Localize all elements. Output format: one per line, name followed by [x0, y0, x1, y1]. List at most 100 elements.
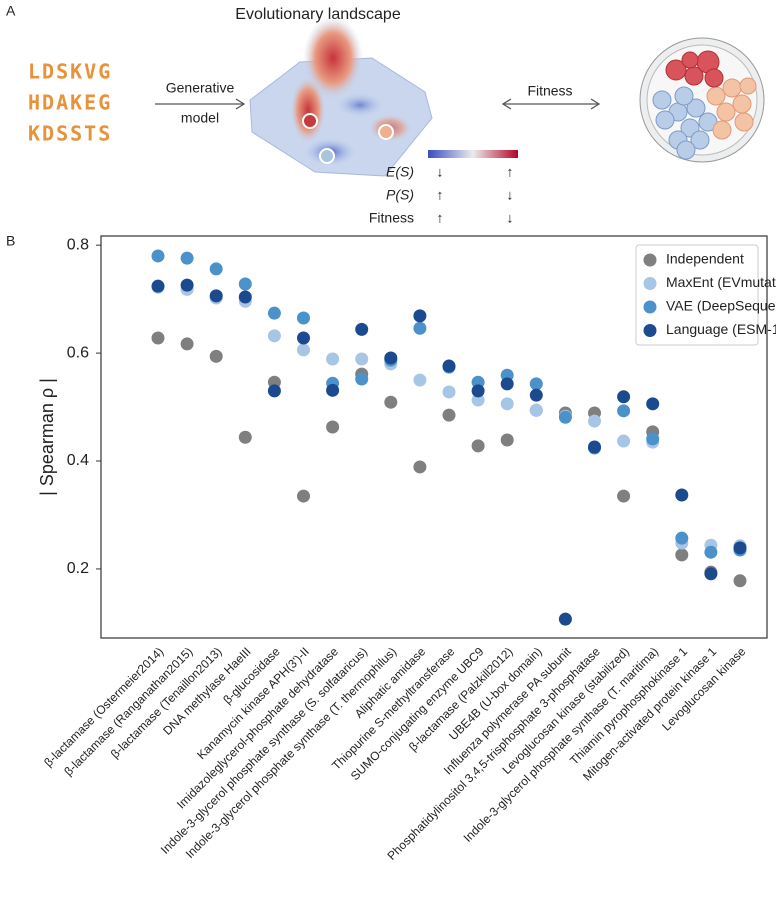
point	[297, 489, 310, 503]
point	[180, 337, 194, 351]
point	[297, 311, 310, 325]
point	[238, 430, 252, 444]
point	[704, 545, 718, 559]
point	[384, 351, 398, 365]
point	[413, 321, 427, 335]
point	[646, 432, 660, 446]
row-arrow: ↑	[437, 210, 444, 226]
legend-box	[635, 244, 759, 346]
row-arrow: ↓	[437, 164, 444, 180]
point	[267, 384, 281, 398]
point	[238, 290, 252, 304]
point	[326, 383, 340, 397]
point	[588, 440, 601, 454]
panel-label: B	[6, 233, 15, 249]
legend-marker	[643, 324, 657, 337]
y-tick-label: 0.6	[67, 344, 89, 361]
point	[529, 388, 543, 402]
panel-label: A	[6, 3, 16, 19]
point	[675, 548, 689, 562]
legend-label: VAE (DeepSequence)	[666, 298, 776, 314]
point	[413, 309, 427, 323]
legend-marker	[643, 300, 657, 314]
point	[471, 393, 485, 407]
point	[355, 322, 369, 336]
arrow-label: Generative	[166, 80, 235, 96]
point	[500, 433, 514, 447]
legend-marker	[643, 277, 657, 290]
petri-dish	[639, 37, 765, 163]
point	[209, 262, 223, 276]
point	[238, 277, 252, 291]
point	[442, 385, 456, 399]
arrow-label: Fitness	[527, 83, 572, 99]
x-tick-label: β-lactamase (Ostermeier2014)	[41, 644, 166, 769]
point	[733, 541, 747, 555]
legend-label: MaxEnt (EVmutation)	[666, 274, 776, 290]
plot-frame	[100, 235, 768, 639]
point	[675, 531, 689, 545]
y-tick-label: 0.2	[67, 560, 89, 577]
landscape-title: Evolutionary landscape	[235, 6, 401, 23]
legend-marker	[643, 253, 657, 267]
row-arrow: ↑	[507, 164, 514, 180]
point	[151, 331, 165, 345]
point	[180, 278, 194, 292]
legend-label: Language (ESM-1v)	[666, 321, 776, 337]
point	[617, 404, 631, 418]
row-label: Fitness	[369, 210, 414, 226]
point	[500, 377, 514, 391]
row-label: E(S)	[386, 164, 414, 180]
point	[180, 251, 194, 265]
sequence: HDAKEG	[28, 91, 112, 115]
arrow	[501, 98, 601, 110]
point	[297, 331, 310, 345]
point	[384, 395, 398, 409]
point	[413, 460, 427, 474]
row-arrow: ↑	[437, 187, 444, 203]
point	[413, 373, 427, 387]
sequence: KDSSTS	[28, 122, 112, 146]
point	[617, 489, 631, 503]
y-axis-label: | Spearman ρ |	[37, 378, 57, 496]
arrow	[155, 98, 246, 110]
point	[733, 574, 747, 588]
point	[442, 408, 456, 422]
point	[704, 567, 718, 581]
point	[617, 390, 631, 404]
landscape	[249, 16, 433, 177]
point	[209, 289, 223, 303]
point	[558, 612, 572, 626]
colorbar	[428, 150, 518, 158]
arrow-label: model	[181, 110, 219, 126]
point	[326, 420, 340, 434]
point	[297, 343, 310, 357]
point	[267, 329, 281, 343]
point	[617, 434, 631, 448]
point	[529, 403, 543, 417]
point	[646, 397, 660, 411]
point	[151, 279, 165, 293]
point	[209, 349, 223, 363]
point	[471, 439, 485, 453]
row-arrow: ↓	[507, 187, 514, 203]
point	[151, 249, 165, 263]
point	[675, 488, 689, 502]
legend-label: Independent	[666, 251, 744, 267]
point	[500, 397, 514, 411]
row-label: P(S)	[386, 187, 414, 203]
point	[355, 372, 369, 386]
y-tick-label: 0.8	[67, 236, 89, 253]
point	[442, 359, 456, 373]
point	[558, 410, 572, 424]
point	[471, 384, 485, 398]
y-tick-label: 0.4	[67, 452, 89, 469]
row-arrow: ↓	[507, 210, 514, 226]
sequence: LDSKVG	[28, 60, 112, 84]
point	[355, 352, 369, 366]
point	[588, 414, 601, 428]
point	[326, 352, 340, 366]
point	[529, 377, 543, 391]
point	[267, 306, 281, 320]
